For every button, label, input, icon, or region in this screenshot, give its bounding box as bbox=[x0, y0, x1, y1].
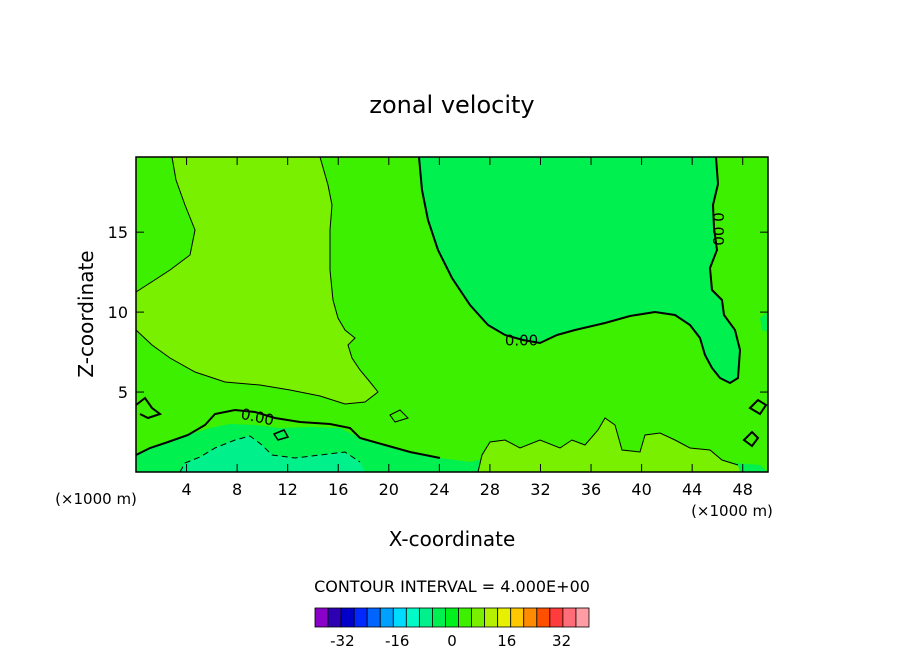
x-axis-label: X-coordinate bbox=[389, 527, 516, 551]
contour-interval-label: CONTOUR INTERVAL = 4.000E+00 bbox=[314, 577, 590, 596]
x-axis: 4 8 12 16 20 24 28 32 36 40 44 48 bbox=[181, 157, 753, 499]
colorbar-swatch bbox=[497, 607, 512, 628]
colorbar-tick-label: 0 bbox=[447, 632, 457, 650]
field-region-negative bbox=[180, 436, 365, 472]
contour-line-zero bbox=[418, 156, 742, 385]
colorbar-swatch bbox=[471, 607, 486, 628]
field-region-near-zero-negative bbox=[419, 157, 740, 383]
colorbar-swatch bbox=[458, 607, 472, 628]
plot-frame bbox=[135, 156, 769, 473]
colorbar-swatch bbox=[445, 607, 459, 628]
colorbar-swatch bbox=[340, 607, 355, 628]
colorbar-swatch bbox=[327, 607, 342, 628]
contour-line-positive bbox=[135, 156, 196, 293]
field-region-near-zero-negative bbox=[760, 312, 768, 332]
x-unit-label-right: (×1000 m) bbox=[691, 502, 773, 520]
contour-line-positive bbox=[389, 409, 409, 423]
colorbar-swatch bbox=[523, 607, 538, 628]
contour-lines bbox=[135, 156, 768, 473]
contour-line-positive bbox=[477, 417, 739, 473]
x-tick-label: 16 bbox=[328, 480, 348, 499]
colorbar-swatch bbox=[418, 607, 433, 628]
contour-line-zero bbox=[135, 396, 163, 420]
colorbar-tick-label: 16 bbox=[497, 632, 516, 650]
contour-label: 0.00 bbox=[505, 331, 538, 349]
y-axis-label: Z-coordinate bbox=[74, 250, 98, 377]
x-tick-label: 32 bbox=[530, 480, 550, 499]
x-unit-label-left: (×1000 m) bbox=[55, 490, 137, 508]
colorbar: -32 -16 0 16 32 bbox=[314, 607, 590, 650]
contour-labels: 0.000.000.00 bbox=[239, 212, 727, 429]
x-tick-label: 4 bbox=[181, 480, 191, 499]
x-tick-label: 44 bbox=[682, 480, 702, 499]
y-tick-label: 5 bbox=[118, 383, 128, 402]
colorbar-swatch bbox=[562, 607, 577, 628]
colorbar-swatch bbox=[366, 607, 381, 628]
chart-title: zonal velocity bbox=[369, 91, 534, 119]
contour-line-zero bbox=[272, 429, 290, 441]
contour-line-zero bbox=[742, 430, 760, 448]
y-axis: 5 10 15 bbox=[108, 223, 768, 402]
contour-line-negative bbox=[179, 435, 361, 473]
x-tick-label: 20 bbox=[379, 480, 399, 499]
x-tick-label: 12 bbox=[278, 480, 298, 499]
y-tick-label: 15 bbox=[108, 223, 128, 242]
contour-label: 0.00 bbox=[709, 212, 727, 245]
y-tick-label: 10 bbox=[108, 303, 128, 322]
contour-line-positive bbox=[135, 156, 379, 405]
x-tick-label: 36 bbox=[581, 480, 601, 499]
colorbar-swatch bbox=[353, 607, 368, 628]
contour-line-zero bbox=[748, 398, 768, 416]
colorbar-swatch bbox=[484, 607, 499, 628]
colorbar-swatch bbox=[314, 607, 329, 628]
colorbar-swatch bbox=[575, 607, 590, 628]
colorbar-swatch bbox=[405, 607, 420, 628]
x-tick-label: 28 bbox=[480, 480, 500, 499]
colorbar-swatch bbox=[510, 607, 525, 628]
x-tick-label: 48 bbox=[733, 480, 753, 499]
colorbar-swatch bbox=[536, 607, 551, 628]
colorbar-tick-label: -32 bbox=[330, 632, 355, 650]
plot-area: 0.000.000.00 bbox=[135, 156, 769, 473]
contour-line-zero bbox=[135, 408, 441, 459]
x-tick-label: 8 bbox=[232, 480, 242, 499]
field-region-positive bbox=[136, 157, 378, 404]
x-tick-label: 24 bbox=[429, 480, 449, 499]
colorbar-swatch bbox=[392, 607, 407, 628]
x-tick-label: 40 bbox=[631, 480, 651, 499]
colorbar-swatch bbox=[432, 607, 446, 628]
field-region-positive bbox=[478, 418, 740, 472]
colorbar-swatch bbox=[379, 607, 394, 628]
colorbar-tick-label: 32 bbox=[552, 632, 571, 650]
colorbar-swatch bbox=[549, 607, 564, 628]
colorbar-tick-label: -16 bbox=[385, 632, 410, 650]
